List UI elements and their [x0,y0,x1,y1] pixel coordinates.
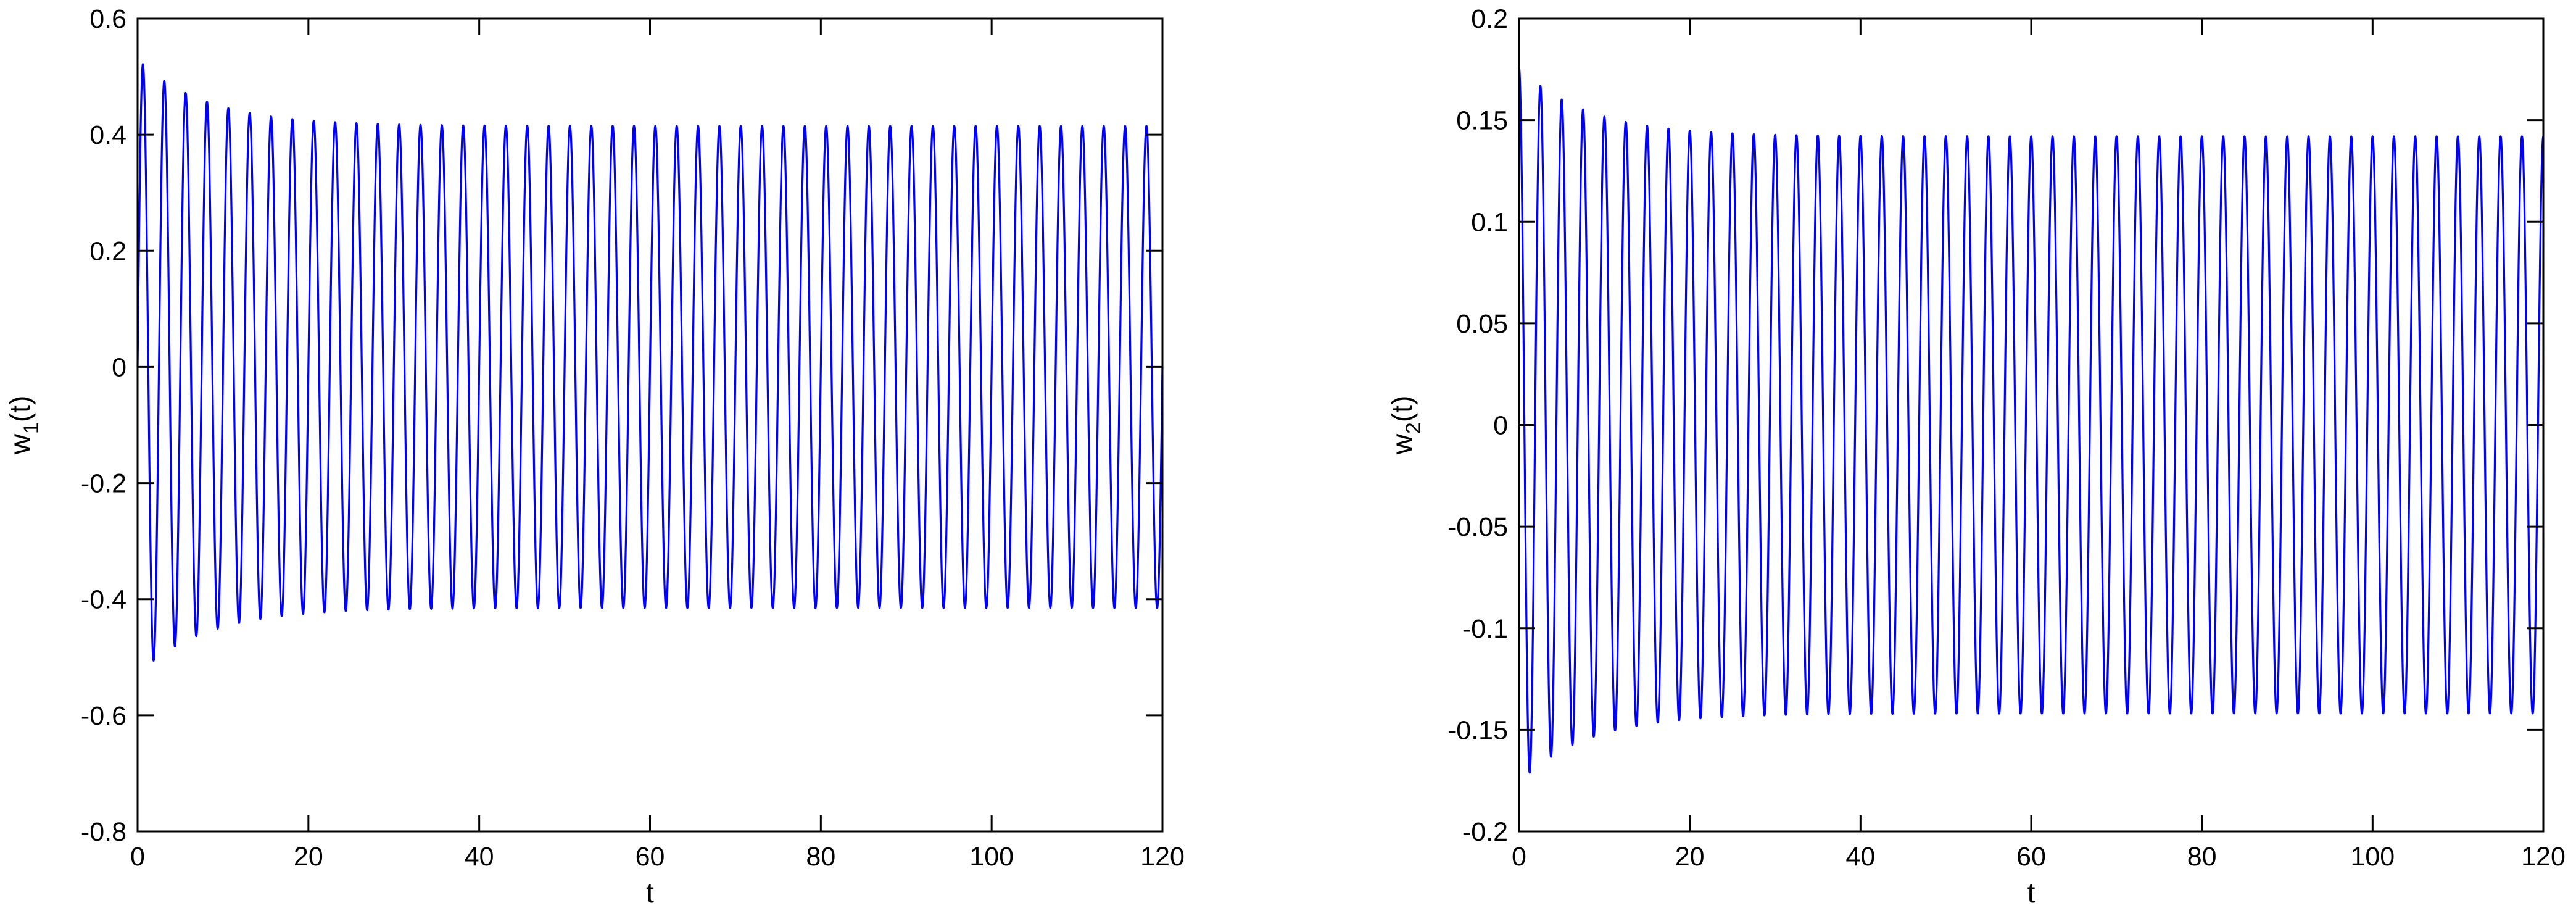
chart2-xtick-label: 20 [1675,842,1705,872]
chart2-ytick-label: -0.15 [1447,715,1508,745]
chart1-xtick-label: 40 [465,842,494,872]
chart2-ytick-label: 0.2 [1471,4,1508,34]
chart2-xtick-label: 120 [2521,842,2566,872]
chart2-xtick-label: 100 [2350,842,2395,872]
chart1-ytick-label: 0 [112,352,126,382]
chart1-y-axis-label-sub: 1 [20,422,43,434]
chart2-xtick-label: 80 [2187,842,2217,872]
chart1-ytick-label: 0.4 [89,120,126,150]
chart1-ytick-label: -0.2 [81,469,126,499]
chart2-xtick-label: 60 [2016,842,2046,872]
chart2-ytick-label: -0.05 [1447,512,1508,542]
chart2-y-axis-label-tail: (t) [1386,396,1418,422]
chart1-xtick-label: 20 [294,842,323,872]
chart2-xtick-label: 0 [1512,842,1526,872]
chart2-ytick-label: -0.2 [1462,817,1508,847]
chart2-y-axis-label-main: w [1386,433,1418,455]
chart1-y-axis-label: w1(t) [4,396,43,456]
chart1-ytick-label: -0.4 [81,585,126,615]
chart2-ytick-label: 0.1 [1471,207,1508,237]
chart1-ytick-label: -0.8 [81,817,126,847]
chart1-x-axis-label: t [646,876,654,909]
chart1-ytick-label: 0.2 [89,236,126,266]
chart1: 0 20 40 60 80 100 120 -0.8 -0.6 -0.4 -0.2 0 0.2 0.4 0.… [4,4,1185,909]
chart1-y-axis-label-main: w [4,433,36,455]
chart1-xtick-label: 60 [636,842,665,872]
chart1-xtick-label: 0 [130,842,145,872]
chart1-xtick-label: 80 [806,842,835,872]
chart2-series-line [1518,67,2545,774]
chart1-series-line [136,63,1164,662]
chart1-y-axis-label-tail: (t) [4,396,36,422]
chart1-ytick-label: -0.6 [81,701,126,731]
chart2-ytick-label: 0.05 [1456,309,1508,339]
chart1-xtick-label: 100 [969,842,1014,872]
chart2-xtick-label: 40 [1845,842,1875,872]
chart2-x-axis-label: t [2027,876,2036,909]
chart1-xtick-label: 120 [1140,842,1185,872]
chart2-y-axis-label-sub: 2 [1402,422,1425,434]
chart2-ytick-label: 0 [1493,411,1508,441]
chart2-ytick-label: 0.15 [1456,106,1508,136]
chart2-ytick-label: -0.1 [1462,614,1508,644]
chart2: 0 20 40 60 80 100 120 -0.2 -0.15 -0.1 -0.05 0 0.05 0.… [1386,4,2566,909]
chart2-y-axis-label: w2(t) [1386,396,1425,456]
chart1-ytick-label: 0.6 [89,4,126,34]
